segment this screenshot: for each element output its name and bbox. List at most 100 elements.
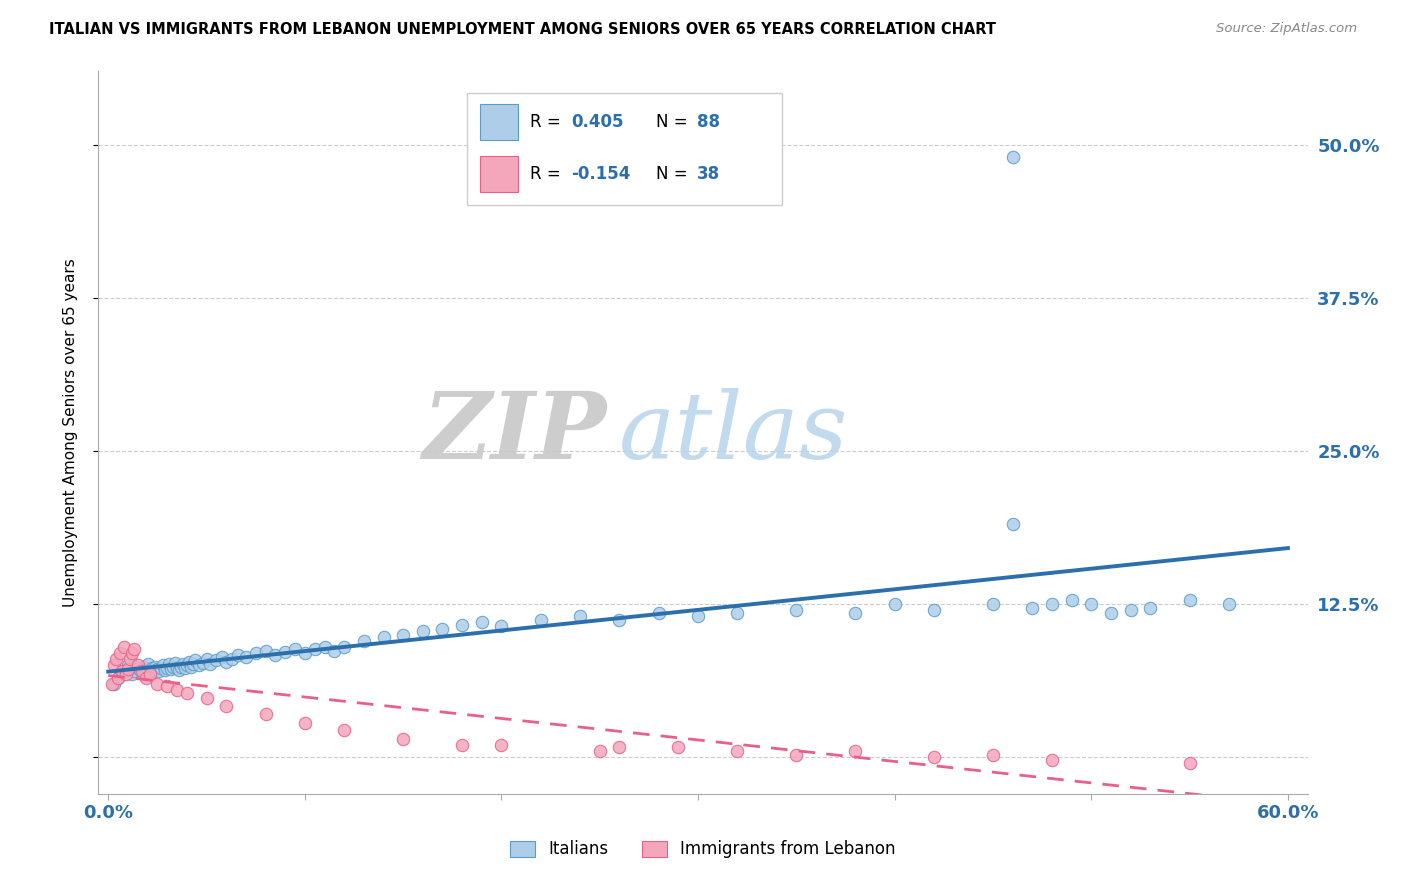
- Point: [128, 663, 150, 677]
- Point: [569, 609, 592, 624]
- Point: [1040, 753, 1063, 767]
- Point: [1040, 597, 1063, 611]
- Point: [392, 731, 415, 746]
- Point: [589, 744, 612, 758]
- Legend: Italians, Immigrants from Lebanon: Italians, Immigrants from Lebanon: [503, 834, 903, 865]
- Point: [155, 663, 177, 677]
- Point: [609, 740, 631, 755]
- Point: [451, 738, 474, 752]
- Point: [166, 661, 188, 675]
- Point: [115, 666, 138, 681]
- Point: [148, 665, 170, 679]
- Point: [181, 657, 204, 671]
- Point: [108, 646, 131, 660]
- Point: [981, 597, 1004, 611]
- Point: [725, 744, 748, 758]
- Point: [883, 597, 905, 611]
- Point: [530, 613, 553, 627]
- Point: [156, 661, 179, 675]
- Point: [156, 679, 179, 693]
- Point: [162, 659, 184, 673]
- Point: [107, 671, 129, 685]
- Point: [132, 659, 155, 673]
- Point: [304, 642, 326, 657]
- Point: [471, 615, 494, 630]
- Point: [392, 628, 415, 642]
- Point: [1218, 597, 1240, 611]
- Point: [245, 646, 267, 660]
- Point: [136, 657, 159, 671]
- Point: [226, 648, 249, 663]
- Point: [491, 738, 513, 752]
- Point: [1060, 593, 1083, 607]
- Point: [187, 658, 209, 673]
- Point: [205, 653, 228, 667]
- Text: ZIP: ZIP: [422, 388, 606, 477]
- Point: [180, 659, 202, 673]
- Point: [1099, 606, 1122, 620]
- Y-axis label: Unemployment Among Seniors over 65 years: Unemployment Among Seniors over 65 years: [63, 259, 77, 607]
- Point: [284, 642, 307, 657]
- Text: Source: ZipAtlas.com: Source: ZipAtlas.com: [1216, 22, 1357, 36]
- Point: [235, 649, 257, 664]
- Point: [254, 643, 277, 657]
- Point: [200, 657, 222, 671]
- Point: [111, 665, 134, 679]
- Point: [294, 646, 316, 660]
- Point: [785, 603, 807, 617]
- Point: [432, 622, 454, 636]
- Point: [373, 630, 395, 644]
- Point: [294, 715, 316, 730]
- Point: [688, 609, 710, 624]
- Point: [105, 652, 128, 666]
- Point: [922, 750, 945, 764]
- Point: [1178, 593, 1201, 607]
- Point: [1119, 603, 1142, 617]
- Point: [160, 662, 183, 676]
- Point: [274, 645, 297, 659]
- Point: [191, 656, 214, 670]
- Point: [333, 640, 356, 654]
- Point: [127, 661, 149, 675]
- Point: [166, 682, 188, 697]
- Point: [725, 606, 748, 620]
- Point: [138, 666, 160, 681]
- Point: [451, 618, 474, 632]
- Point: [112, 640, 135, 654]
- Point: [146, 676, 169, 690]
- Point: [118, 652, 141, 666]
- Point: [785, 747, 807, 762]
- Point: [141, 665, 163, 679]
- Point: [254, 707, 277, 722]
- Point: [211, 649, 233, 664]
- Point: [127, 658, 149, 673]
- Point: [136, 662, 159, 676]
- Point: [112, 666, 135, 681]
- Point: [922, 603, 945, 617]
- Point: [844, 744, 866, 758]
- Point: [412, 624, 434, 638]
- Point: [103, 658, 125, 673]
- Point: [195, 652, 218, 666]
- Point: [101, 676, 124, 690]
- Point: [648, 606, 671, 620]
- Point: [111, 665, 134, 679]
- Point: [142, 663, 165, 677]
- Point: [176, 658, 198, 673]
- Point: [353, 633, 375, 648]
- Point: [141, 661, 163, 675]
- Point: [145, 659, 167, 673]
- Point: [174, 661, 197, 675]
- Point: [844, 606, 866, 620]
- Point: [131, 665, 153, 679]
- Point: [117, 662, 139, 676]
- Point: [117, 658, 139, 673]
- Point: [264, 648, 287, 663]
- Point: [981, 747, 1004, 762]
- Point: [122, 665, 145, 679]
- Point: [177, 655, 200, 669]
- Point: [176, 686, 198, 700]
- Point: [138, 666, 160, 681]
- Point: [1021, 600, 1043, 615]
- Point: [215, 655, 238, 669]
